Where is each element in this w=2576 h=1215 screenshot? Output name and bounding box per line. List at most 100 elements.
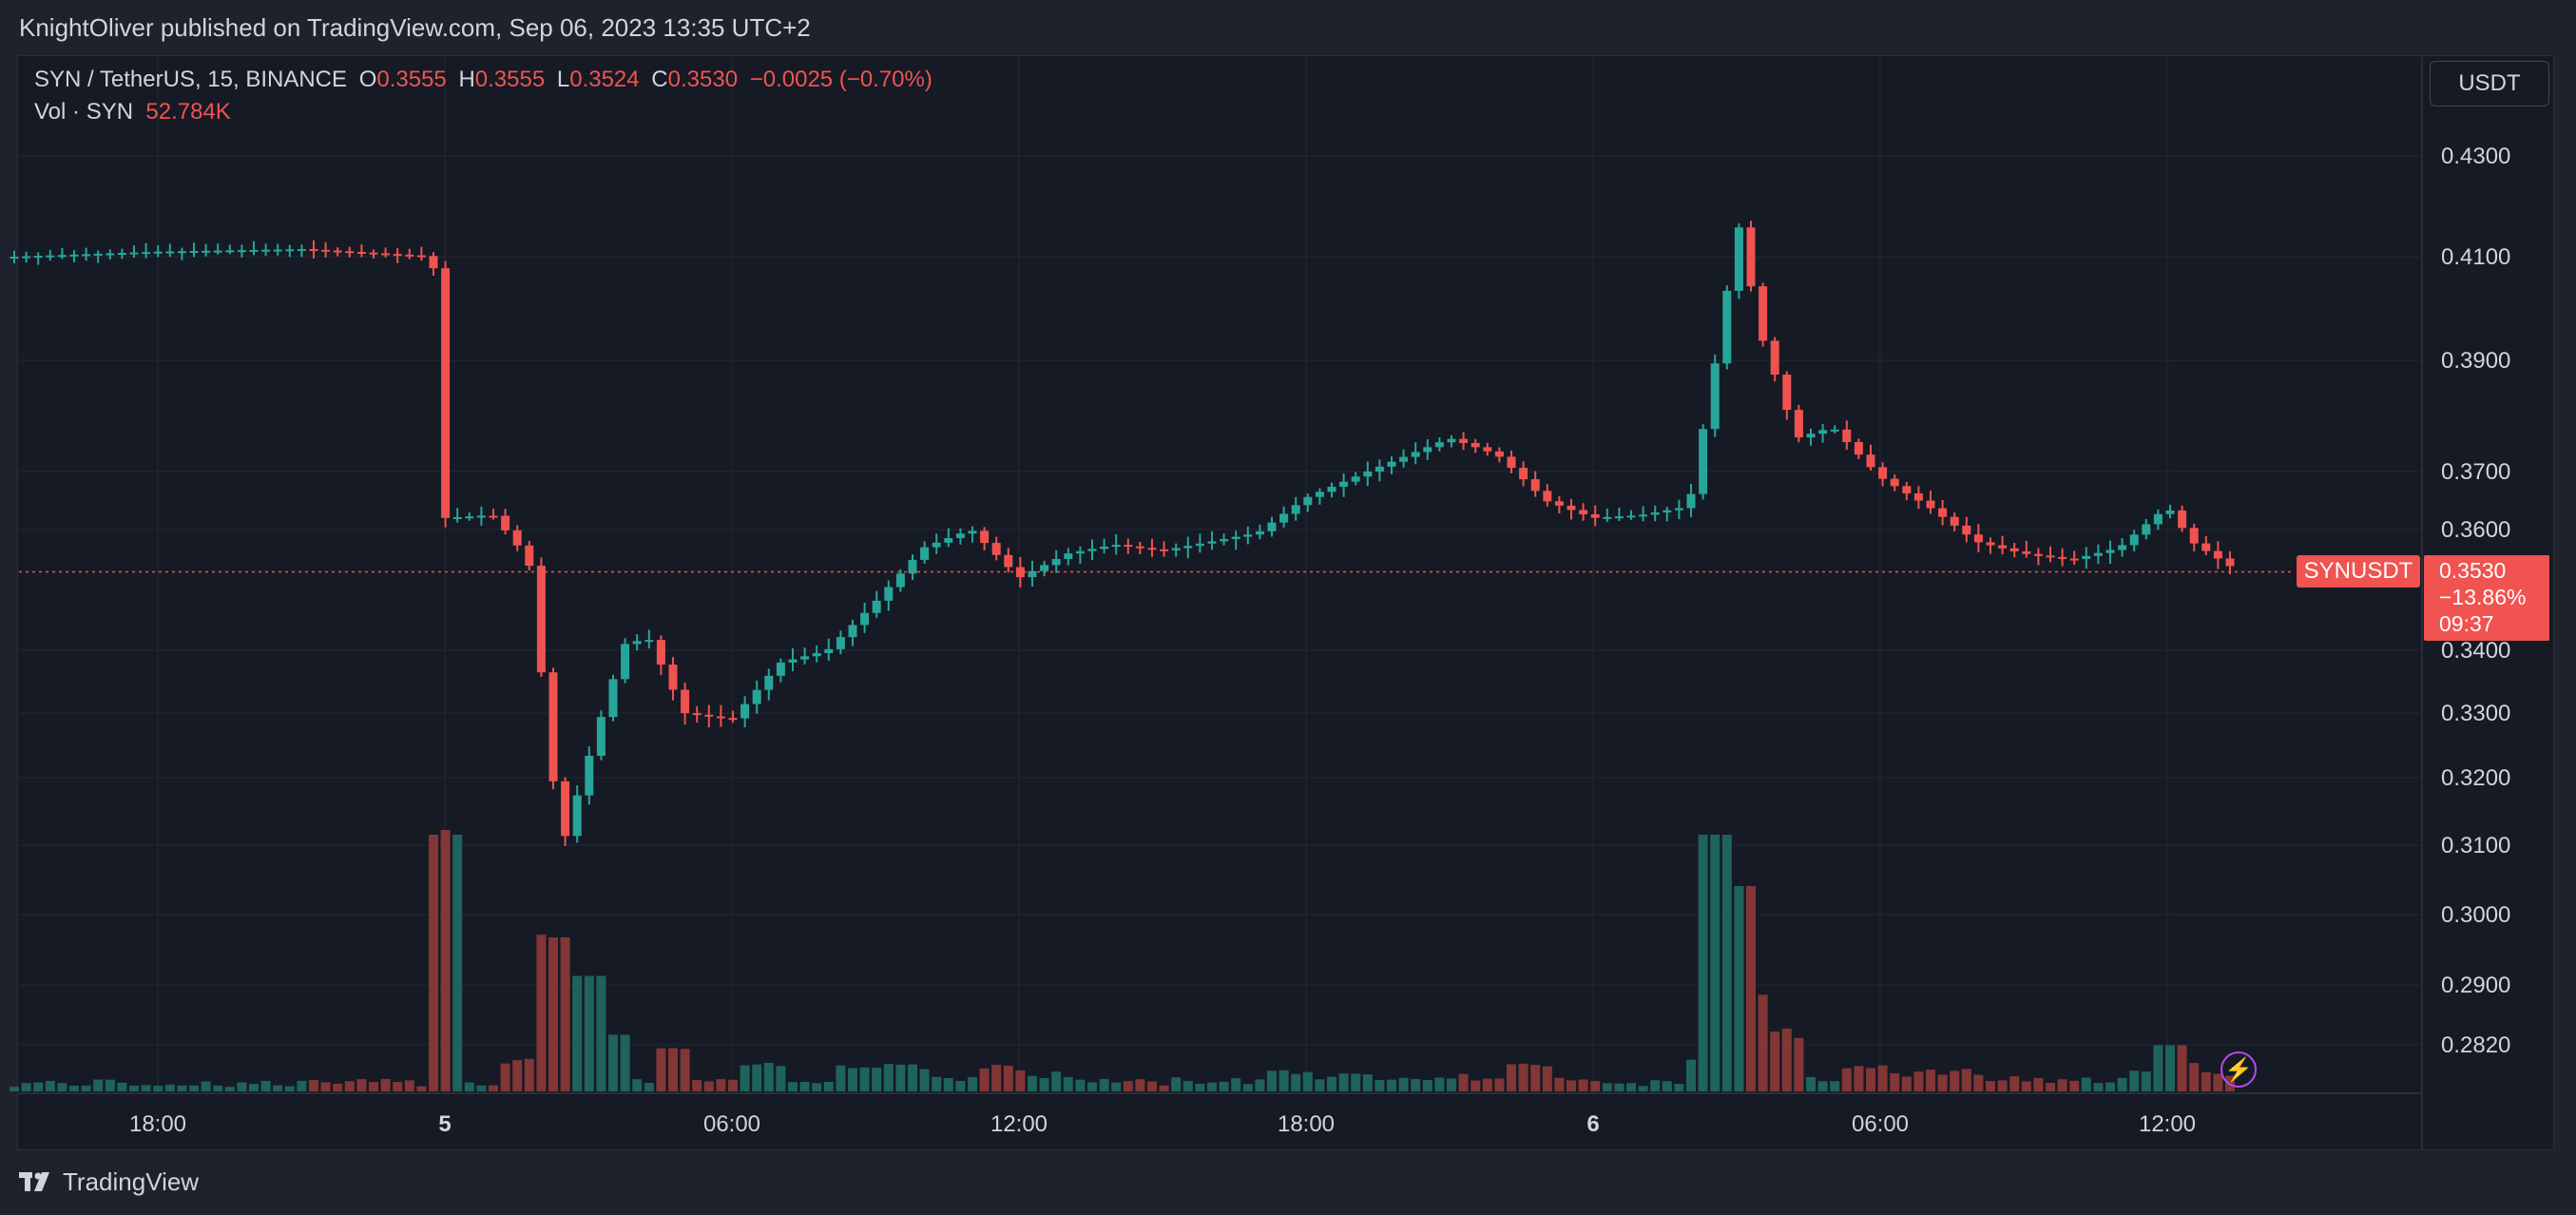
candle-body: [704, 714, 714, 717]
volume-bar: [1770, 1032, 1780, 1091]
candle-body: [932, 542, 941, 548]
volume-bar: [2189, 1063, 2200, 1091]
candle-body: [285, 249, 295, 252]
high-value: 0.3555: [474, 67, 546, 92]
candle-body: [465, 516, 474, 519]
volume-bar: [2033, 1077, 2044, 1091]
candle-body: [1100, 546, 1109, 550]
volume-bar: [1530, 1065, 1541, 1091]
currency-unit-button[interactable]: USDT: [2430, 61, 2549, 106]
volume-bar: [932, 1076, 942, 1091]
volume-bar: [297, 1080, 307, 1091]
candle-body: [1363, 471, 1373, 477]
candle-body: [297, 249, 306, 252]
volume-bar: [1302, 1071, 1313, 1091]
candle-body: [1554, 501, 1564, 506]
price-tick-label: 0.3100: [2441, 833, 2510, 858]
volume-bar: [57, 1083, 67, 1091]
candle-body: [1639, 514, 1648, 517]
volume-bar: [10, 1087, 19, 1091]
symbol-label[interactable]: SYN / TetherUS, 15, BINANCE: [34, 67, 348, 92]
volume-bar: [1003, 1065, 1013, 1091]
volume-bar: [2201, 1071, 2211, 1091]
candle-body: [1938, 508, 1948, 517]
volume-bar: [1015, 1070, 1026, 1091]
volume-value: 52.784K: [145, 99, 231, 125]
close-value: 0.3530: [667, 67, 739, 92]
volume-bar: [1973, 1074, 1984, 1091]
volume-bar: [1554, 1077, 1565, 1091]
candle-body: [1291, 505, 1300, 514]
candle-body: [800, 656, 810, 660]
volume-bar: [596, 975, 606, 1091]
volume-bar: [1638, 1086, 1648, 1091]
volume-bar: [1028, 1075, 1037, 1091]
candle-body: [728, 718, 738, 721]
volume-bar: [1075, 1079, 1086, 1091]
candle-body: [1913, 492, 1923, 501]
volume-bar: [2117, 1077, 2127, 1091]
candle-body: [33, 256, 43, 259]
candle-body: [2118, 545, 2127, 550]
candle-body: [165, 251, 175, 254]
volume-bar: [644, 1082, 654, 1091]
volume-label[interactable]: Vol · SYN: [34, 99, 134, 125]
candle-body: [1842, 429, 1852, 443]
candle-body: [309, 249, 318, 252]
volume-bar: [1362, 1074, 1373, 1091]
volume-bar: [1422, 1080, 1432, 1091]
open-value: 0.3555: [376, 67, 447, 92]
volume-bar: [309, 1079, 318, 1091]
candle-body: [1950, 516, 1959, 526]
volume-bar: [823, 1081, 834, 1091]
candle-body: [1699, 429, 1708, 494]
candle-body: [476, 515, 486, 518]
volume-bar: [919, 1069, 930, 1091]
volume-bar: [1471, 1080, 1481, 1091]
candle-body: [692, 713, 702, 716]
candle-body: [776, 662, 785, 676]
volume-bar: [608, 1034, 618, 1091]
volume-bar: [968, 1077, 977, 1091]
candle-body: [177, 251, 186, 254]
candle-body: [1998, 545, 2008, 549]
candle-body: [106, 253, 115, 256]
candle-body: [1135, 546, 1144, 549]
candle-body: [621, 644, 630, 680]
volume-bar: [356, 1079, 367, 1091]
footer-brand: TradingView: [19, 1167, 199, 1197]
volume-bar: [153, 1086, 163, 1091]
candle-body: [608, 679, 618, 718]
price-tick-label: 0.3000: [2441, 902, 2510, 928]
lightning-icon[interactable]: ⚡: [2220, 1051, 2257, 1088]
candle-body: [2142, 524, 2151, 535]
candle-body: [1111, 545, 1121, 548]
volume-bar: [1662, 1081, 1672, 1091]
candle-body: [2225, 558, 2235, 567]
volume-bar: [1375, 1079, 1385, 1091]
chart-panel[interactable]: [17, 55, 2554, 1150]
volume-bar: [812, 1083, 822, 1091]
top-bar: KnightOliver published on TradingView.co…: [0, 0, 2576, 55]
candle-body: [237, 250, 246, 253]
volume-bar: [1794, 1037, 1804, 1091]
volume-bar: [440, 830, 451, 1091]
volume-bar: [763, 1062, 774, 1091]
volume-bar: [1207, 1082, 1217, 1091]
candle-body: [2082, 555, 2091, 560]
low-label: L: [556, 67, 570, 92]
volume-bar: [464, 1082, 474, 1091]
candle-body: [1686, 493, 1696, 509]
volume-bar: [1841, 1068, 1852, 1091]
candle-body: [22, 256, 31, 259]
candle-body: [1890, 478, 1899, 487]
candle-body: [968, 530, 977, 534]
volume-bar: [836, 1065, 846, 1091]
volume-bar: [1578, 1079, 1588, 1091]
volume-bar: [320, 1082, 331, 1091]
candle-body: [1147, 548, 1157, 550]
candle-body: [1483, 447, 1492, 452]
candle-body: [1603, 516, 1612, 519]
volume-bar: [284, 1086, 295, 1091]
